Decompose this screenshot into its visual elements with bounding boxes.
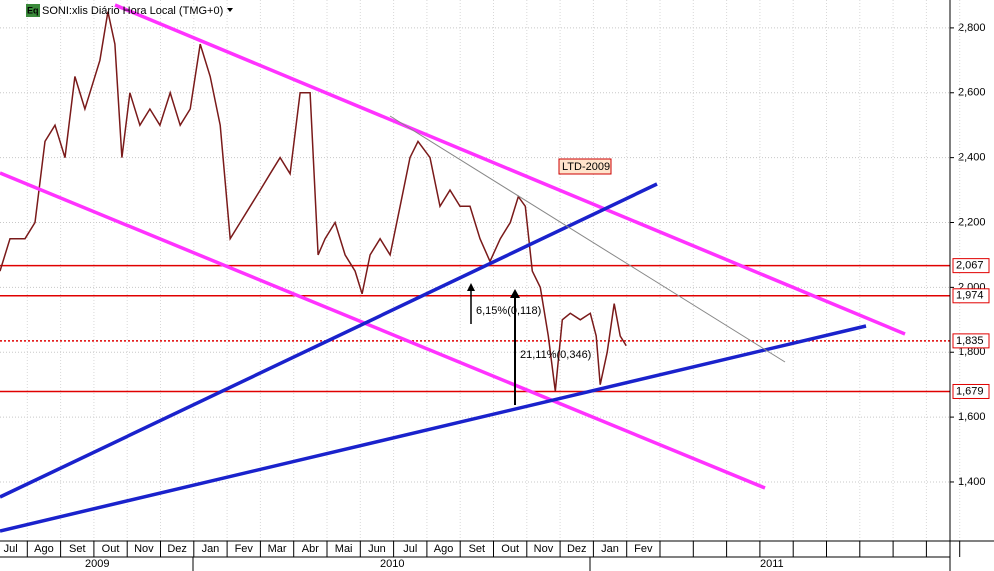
x-tick-label: Jan — [601, 543, 619, 555]
level-box — [952, 383, 990, 399]
trend-line — [114, 3, 906, 336]
level-label: 1,679 — [956, 385, 984, 397]
y-tick-label: 2,600 — [958, 87, 986, 99]
annotation-box — [558, 158, 612, 175]
levels: 2,067 1,974 1,835 1,679 — [0, 258, 990, 399]
y-tick-label: 2,200 — [958, 216, 986, 228]
x-tick-label: Nov — [534, 543, 554, 555]
x-tick-label: Mai — [335, 543, 353, 555]
x-tick-label: Jul — [403, 543, 417, 555]
x-tick-label: Out — [501, 543, 519, 555]
chart-title[interactable]: SONI:xlis Diário Hora Local (TMG+0) — [42, 5, 223, 17]
x-tick-label: Jan — [202, 543, 220, 555]
year-label: 2009 — [85, 558, 109, 570]
x-tick-label: Jun — [368, 543, 386, 555]
level-label: 1,974 — [956, 290, 984, 302]
arrow-head — [510, 289, 520, 298]
y-tick-label: 1,800 — [958, 346, 986, 358]
level-label: 1,835 — [956, 335, 984, 347]
y-tick-label: 1,400 — [958, 476, 986, 488]
icon — [26, 4, 40, 17]
dropdown[interactable] — [227, 8, 233, 12]
x-tick-label: Set — [69, 543, 86, 555]
y-tick-label: 1,600 — [958, 411, 986, 423]
trend-line — [0, 182, 658, 499]
level-label: 2,067 — [956, 260, 984, 272]
x-tick-label: Nov — [134, 543, 154, 555]
x-tick-label: Out — [102, 543, 120, 555]
x-tick-label: Set — [469, 543, 486, 555]
price — [0, 11, 627, 392]
annotation: 6,15%(0,118) — [476, 305, 541, 317]
x-tick-label: Mar — [268, 543, 287, 555]
y-tick-label: 2,400 — [958, 152, 986, 164]
trend-line — [0, 324, 867, 533]
year-label: 2010 — [380, 558, 404, 570]
icon-text: Eq — [27, 5, 39, 15]
y-tick-label: 2,800 — [958, 22, 986, 34]
grid: 1,4001,6001,8002,0002,2002,4002,6002,800… — [0, 0, 986, 557]
x-tick-label: Jul — [4, 543, 18, 555]
arrow-head — [467, 283, 475, 291]
year-label: 2011 — [760, 558, 784, 570]
annotation: 21,11%(0,346) — [520, 349, 591, 361]
trend-line — [0, 171, 766, 490]
annotation: LTD-2009 — [562, 161, 610, 173]
x-tick-label: Fev — [634, 543, 653, 555]
level-box — [952, 258, 990, 274]
level-box — [952, 333, 990, 349]
x-tick-label: Abr — [302, 543, 319, 555]
x-tick-label: Dez — [567, 543, 587, 555]
x-tick-label: Ago — [34, 543, 54, 555]
x-tick-label: Dez — [167, 543, 187, 555]
x-tick-label: Fev — [235, 543, 254, 555]
x-tick-label: Ago — [434, 543, 454, 555]
level-box — [952, 288, 990, 304]
price-line — [0, 11, 627, 392]
trend-line — [389, 115, 786, 363]
